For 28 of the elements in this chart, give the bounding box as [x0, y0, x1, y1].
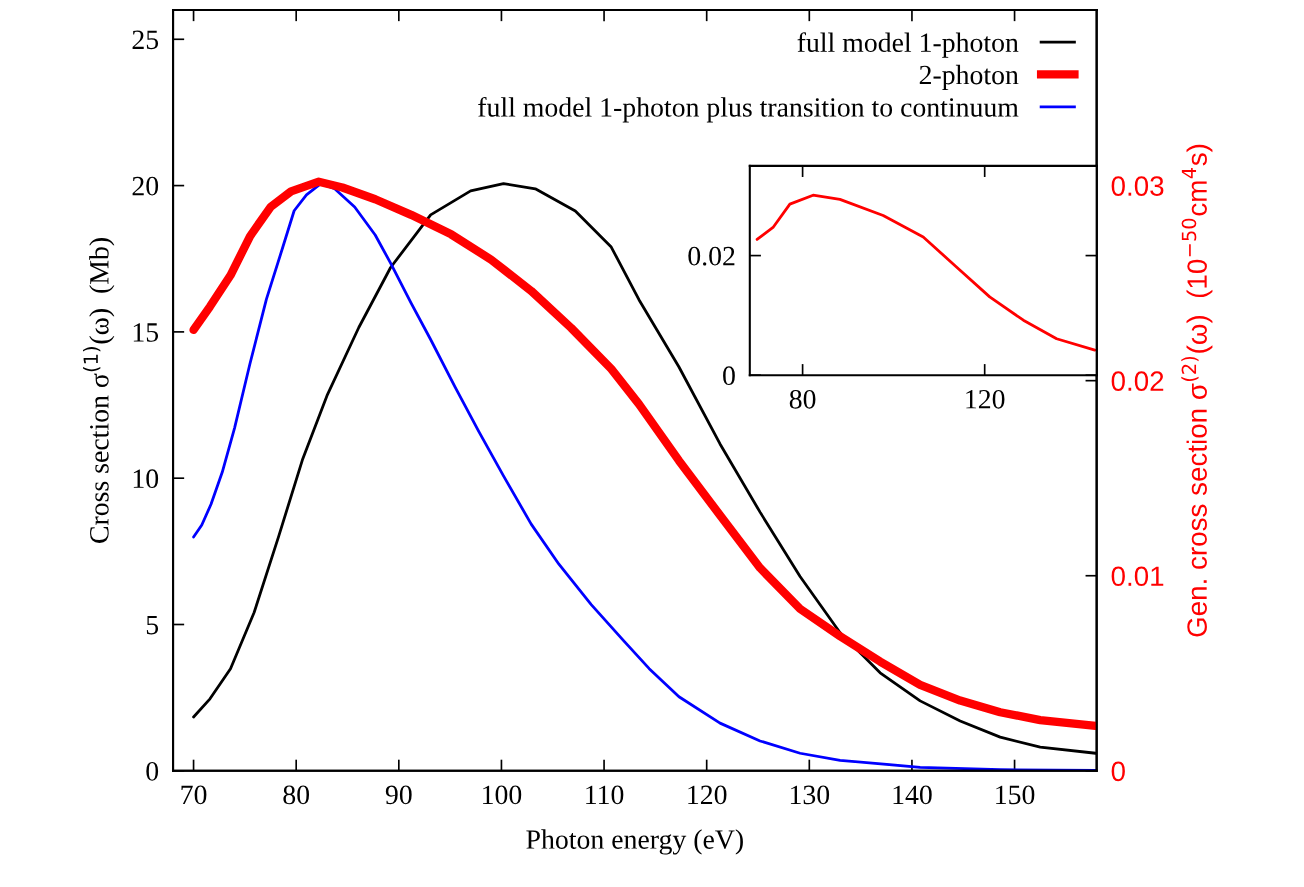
x-tick-label: 150: [996, 785, 1035, 805]
y2-tick-label: 0.01: [1111, 566, 1164, 587]
x-tick-label: 80: [283, 785, 310, 805]
y-tick-label: 5: [146, 615, 159, 635]
x-tick-label: 80: [789, 389, 816, 409]
x-tick-label: 110: [586, 785, 624, 805]
y-tick-label: 10: [133, 469, 159, 489]
y2-tick-label: 0.02: [1111, 371, 1164, 391]
y2-tick-label: 0: [1111, 761, 1125, 782]
x-axis-title: Photon energy (eV): [526, 829, 743, 855]
x-tick-label: 120: [688, 785, 727, 805]
y-tick-label: 20: [132, 176, 159, 196]
y-axis-title: Cross section σ$^{(1)}$(ω) (Mb): [83, 238, 115, 543]
legend-label: 2-photon: [919, 64, 1019, 91]
y-tick-label: 0: [146, 761, 159, 781]
line-series: [755, 193, 1097, 352]
x-tick-label: 90: [385, 785, 412, 805]
y2-axis-title: Gen. cross section σ$^{(2)}$(ω) (10$^{−50}$cm$^{4}$s): [1181, 144, 1213, 637]
x-tick-label: 140: [893, 785, 932, 805]
y2-tick-label: 0.03: [1111, 176, 1164, 196]
x-tick-label: 130: [790, 785, 830, 805]
x-tick-label: 100: [483, 785, 522, 805]
x-tick-label: 70: [181, 785, 207, 805]
y-tick-label: 15: [133, 323, 159, 342]
y-tick-label: 25: [132, 30, 159, 50]
x-tick-label: 120: [966, 389, 1005, 409]
legend-label: full model 1-photon: [797, 32, 1019, 58]
legend-label: full model 1-photon plus transition to continuum: [478, 96, 1019, 123]
